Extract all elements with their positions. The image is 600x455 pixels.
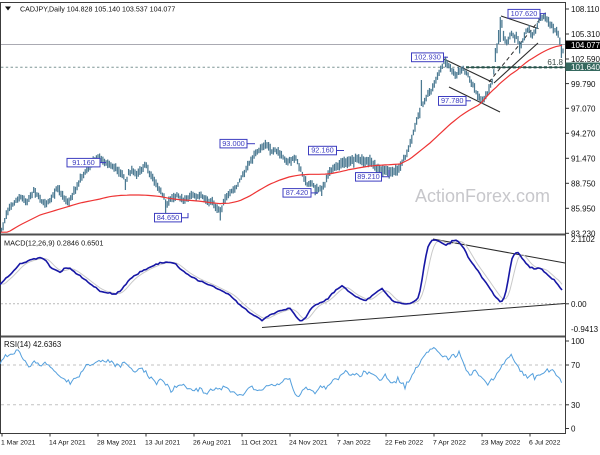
svg-text:87.420: 87.420 <box>286 188 309 197</box>
svg-text:108.110: 108.110 <box>571 5 600 14</box>
svg-text:97.070: 97.070 <box>571 105 596 114</box>
svg-text:6 Jul 2022: 6 Jul 2022 <box>529 440 561 447</box>
svg-text:22 Feb 2022: 22 Feb 2022 <box>385 440 423 447</box>
svg-text:0.00: 0.00 <box>571 300 587 309</box>
svg-text:26 Aug 2021: 26 Aug 2021 <box>193 440 231 447</box>
svg-text:61.8: 61.8 <box>547 58 563 67</box>
svg-text:-0.9413: -0.9413 <box>571 325 599 334</box>
svg-text:89.210: 89.210 <box>357 172 380 181</box>
svg-text:ActionForex.com: ActionForex.com <box>415 186 550 206</box>
svg-text:94.270: 94.270 <box>571 130 596 139</box>
svg-text:30: 30 <box>571 401 580 410</box>
svg-text:24 Nov 2021: 24 Nov 2021 <box>289 440 328 447</box>
svg-text:84.650: 84.650 <box>157 213 180 222</box>
svg-text:102.930: 102.930 <box>414 53 441 62</box>
svg-text:92.160: 92.160 <box>311 146 334 155</box>
svg-text:14 Apr 2021: 14 Apr 2021 <box>49 440 86 447</box>
svg-text:100: 100 <box>571 337 585 346</box>
svg-text:85.950: 85.950 <box>571 205 596 214</box>
svg-text:101.640: 101.640 <box>571 63 600 72</box>
svg-text:107.620: 107.620 <box>511 9 538 18</box>
svg-text:104.077: 104.077 <box>571 41 600 50</box>
svg-text:93.000: 93.000 <box>222 139 245 148</box>
svg-text:23 May 2022: 23 May 2022 <box>481 440 521 447</box>
svg-text:99.790: 99.790 <box>571 80 596 89</box>
svg-text:105.310: 105.310 <box>571 30 600 39</box>
svg-text:0: 0 <box>571 425 576 434</box>
svg-text:7 Apr 2022: 7 Apr 2022 <box>433 440 466 447</box>
svg-text:91.470: 91.470 <box>571 155 596 164</box>
svg-text:2.1102: 2.1102 <box>571 235 595 244</box>
svg-text:CADJPY,Daily 104.828 105.140: CADJPY,Daily 104.828 105.140 103.537 104… <box>20 6 175 14</box>
svg-text:28 May 2021: 28 May 2021 <box>97 440 137 447</box>
svg-text:97.780: 97.780 <box>441 96 464 105</box>
svg-text:91.160: 91.160 <box>72 158 95 167</box>
svg-text:88.750: 88.750 <box>571 180 596 189</box>
svg-text:7 Jan 2022: 7 Jan 2022 <box>337 440 371 447</box>
svg-text:1 Mar 2021: 1 Mar 2021 <box>1 440 36 447</box>
svg-text:MACD(12,26,9) 0.2846 0.6501: MACD(12,26,9) 0.2846 0.6501 <box>4 239 103 248</box>
svg-text:70: 70 <box>571 361 580 370</box>
svg-text:11 Oct 2021: 11 Oct 2021 <box>241 440 278 447</box>
svg-text:13 Jul 2021: 13 Jul 2021 <box>145 440 180 447</box>
svg-text:RSI(14) 42.6363: RSI(14) 42.6363 <box>4 340 61 349</box>
